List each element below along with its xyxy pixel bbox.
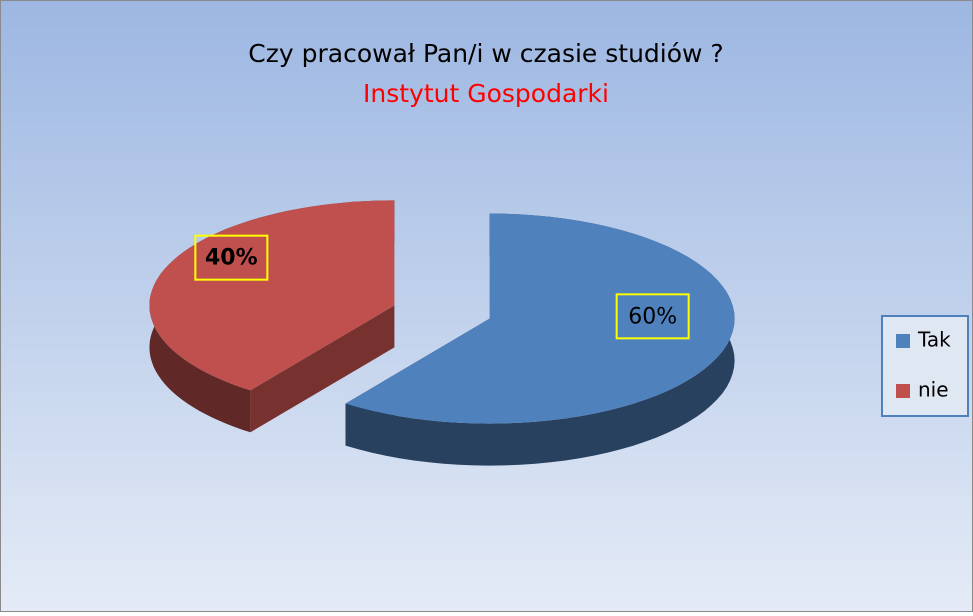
slice-wall bbox=[250, 305, 395, 433]
data-label-box bbox=[615, 293, 690, 340]
chart-title: Czy pracował Pan/i w czasie studiów ? bbox=[248, 39, 723, 68]
slice bbox=[345, 213, 735, 424]
data-label-box bbox=[194, 234, 269, 281]
chart-subtitle: Instytut Gospodarki bbox=[363, 79, 609, 108]
legend-label: nie bbox=[918, 378, 949, 402]
slice bbox=[149, 200, 395, 391]
data-label: 60% bbox=[628, 304, 677, 329]
data-label: 40% bbox=[205, 246, 258, 271]
legend-swatch bbox=[896, 384, 910, 398]
legend-label: Tak bbox=[917, 328, 951, 352]
legend bbox=[881, 315, 969, 417]
legend-swatch bbox=[896, 334, 910, 348]
